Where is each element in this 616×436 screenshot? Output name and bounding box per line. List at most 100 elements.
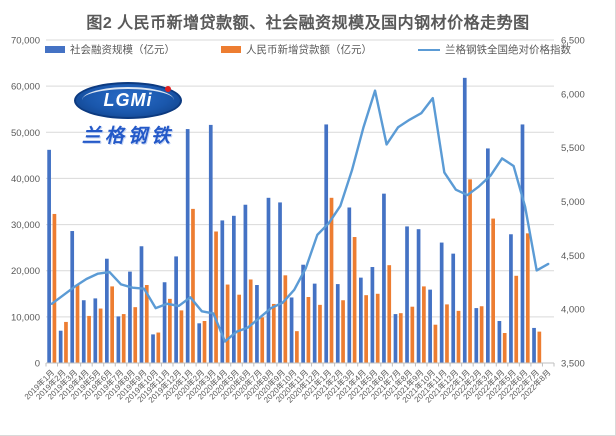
bar-social-financing xyxy=(393,314,398,363)
new-loans-swatch-icon xyxy=(221,46,241,53)
bar-new-loans xyxy=(87,315,91,363)
bar-social-financing xyxy=(220,220,225,363)
bar-new-loans xyxy=(52,213,57,363)
bar-new-loans xyxy=(306,297,311,363)
bar-social-financing xyxy=(185,129,190,363)
legend-label-price-index: 兰格钢铁全国绝对价格指数 xyxy=(445,44,571,56)
bar-new-loans xyxy=(479,306,484,363)
bar-new-loans xyxy=(468,179,472,363)
bar-new-loans xyxy=(410,306,415,363)
bar-new-loans xyxy=(75,285,80,363)
bar-social-financing xyxy=(370,267,375,363)
bar-social-financing xyxy=(428,289,432,363)
y-axis-label-right: 4,500 xyxy=(561,251,585,262)
legend-item-social-financing: 社会融资规模（亿元） xyxy=(45,42,175,57)
bar-social-financing xyxy=(58,330,63,363)
bar-social-financing xyxy=(439,242,444,363)
bar-new-loans xyxy=(214,231,218,363)
bar-new-loans xyxy=(110,286,114,363)
bar-social-financing xyxy=(243,204,248,363)
bar-social-financing xyxy=(405,226,409,363)
bar-new-loans xyxy=(387,265,392,363)
bar-new-loans xyxy=(398,313,403,363)
social-financing-swatch-icon xyxy=(45,46,65,53)
bar-new-loans xyxy=(352,237,357,363)
bar-social-financing xyxy=(301,264,305,363)
bar-new-loans xyxy=(341,300,345,363)
bar-new-loans xyxy=(375,293,380,363)
bar-new-loans xyxy=(191,208,195,363)
bar-social-financing xyxy=(324,124,329,363)
y-axis-label-left: 10,000 xyxy=(11,312,40,323)
bar-new-loans xyxy=(364,295,368,363)
y-axis-label-right: 5,000 xyxy=(561,197,585,208)
bar-social-financing xyxy=(289,297,294,363)
bar-new-loans xyxy=(422,286,426,363)
bar-new-loans xyxy=(64,321,68,363)
bar-new-loans xyxy=(318,304,322,363)
y-axis-label-left: 30,000 xyxy=(11,220,40,231)
bar-social-financing xyxy=(416,229,421,363)
legend-item-price-index: 兰格钢铁全国绝对价格指数 xyxy=(418,42,571,57)
bar-new-loans xyxy=(502,333,507,363)
bar-social-financing xyxy=(347,207,352,363)
chart-title: 图2 人民币新增贷款额、社会融资规模及国内钢材价格走势图 xyxy=(86,15,530,32)
legend-label-new-loans: 人民币新增贷款额（亿元） xyxy=(246,44,372,56)
price-index-line-swatch-icon xyxy=(418,48,440,51)
bar-social-financing xyxy=(462,77,467,363)
y-axis-label-left: 70,000 xyxy=(11,36,40,47)
bar-social-financing xyxy=(174,256,178,363)
y-axis-label-right: 6,500 xyxy=(561,36,585,47)
bar-social-financing xyxy=(93,298,98,363)
bar-social-financing xyxy=(139,246,144,363)
bar-social-financing xyxy=(520,124,525,363)
bar-social-financing xyxy=(382,193,386,363)
bar-new-loans xyxy=(295,331,299,363)
bar-social-financing xyxy=(47,149,51,363)
bar-social-financing xyxy=(208,124,213,363)
bar-social-financing xyxy=(162,282,167,363)
bar-social-financing xyxy=(474,308,479,363)
bar-social-financing xyxy=(486,148,490,363)
bar-new-loans xyxy=(98,308,103,363)
bar-new-loans xyxy=(537,331,542,363)
y-axis-label-left: 60,000 xyxy=(11,82,40,93)
bar-new-loans xyxy=(514,275,519,363)
bar-new-loans xyxy=(121,314,126,363)
y-axis-label-right: 4,000 xyxy=(561,305,585,316)
bar-new-loans xyxy=(133,307,138,363)
bar-social-financing xyxy=(266,197,271,363)
bar-new-loans xyxy=(248,279,253,363)
y-axis-label-right: 5,500 xyxy=(561,143,585,154)
bar-new-loans xyxy=(433,324,438,363)
bar-new-loans xyxy=(525,233,530,363)
bar-new-loans xyxy=(445,304,449,363)
bar-new-loans xyxy=(260,317,265,363)
y-axis-label-left: 20,000 xyxy=(11,266,40,277)
bar-social-financing xyxy=(232,215,236,363)
chart-legend: 社会融资规模（亿元） 人民币新增贷款额（亿元） 兰格钢铁全国绝对价格指数 xyxy=(0,42,615,57)
bar-new-loans xyxy=(168,298,172,363)
bar-social-financing xyxy=(278,202,282,363)
bar-new-loans xyxy=(237,294,241,363)
bar-social-financing xyxy=(312,283,317,363)
bar-social-financing xyxy=(197,323,202,363)
bar-social-financing xyxy=(532,327,536,363)
bar-social-financing xyxy=(116,316,121,363)
bar-new-loans xyxy=(225,284,230,363)
bar-new-loans xyxy=(456,310,461,363)
bar-social-financing xyxy=(509,234,513,363)
bar-social-financing xyxy=(81,300,86,363)
bar-social-financing xyxy=(359,277,363,363)
bar-new-loans xyxy=(491,218,495,363)
bar-new-loans xyxy=(156,332,161,363)
bar-social-financing xyxy=(451,253,456,363)
legend-label-social-financing: 社会融资规模（亿元） xyxy=(70,44,175,56)
bar-social-financing xyxy=(255,285,259,363)
bar-social-financing xyxy=(105,258,109,363)
bar-new-loans xyxy=(283,275,288,363)
bar-social-financing xyxy=(128,271,132,363)
legend-item-new-loans: 人民币新增贷款额（亿元） xyxy=(221,42,372,57)
